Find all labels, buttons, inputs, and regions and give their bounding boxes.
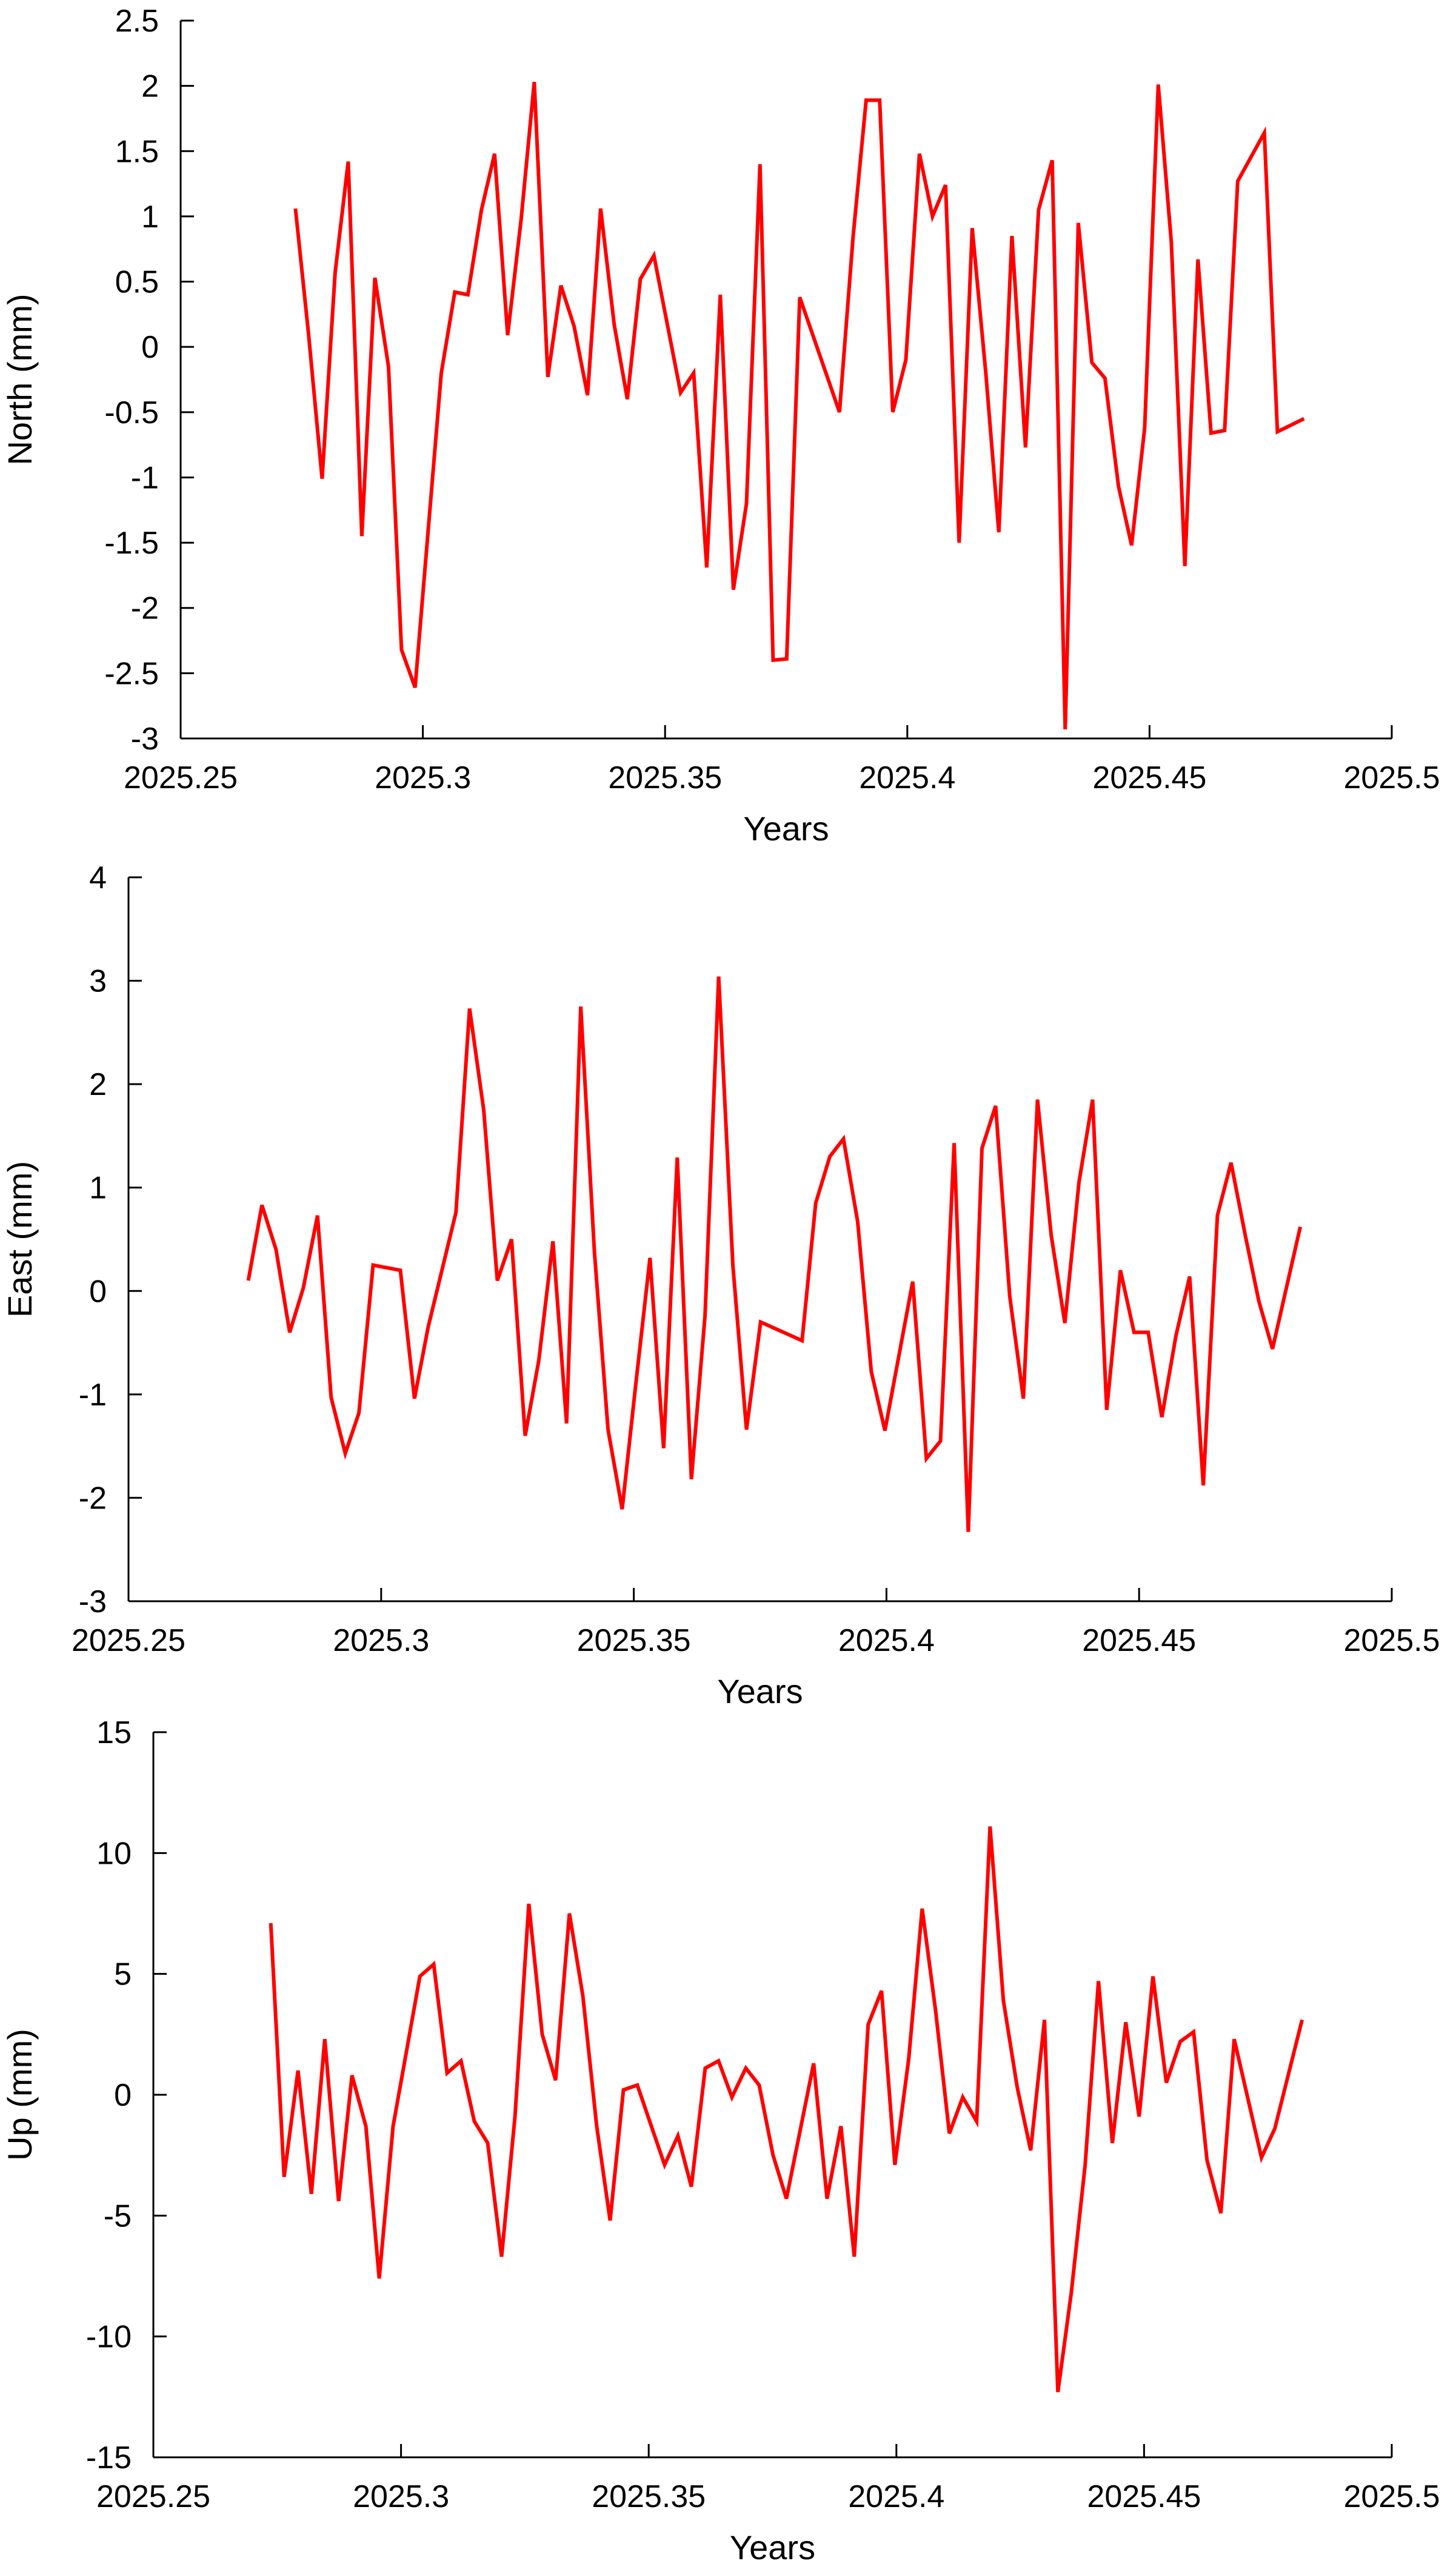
x-tick-label: 2025.35 — [608, 760, 722, 795]
y-axis-title: East (mm) — [1, 1161, 39, 1317]
y-tick-label: 1.5 — [115, 134, 159, 169]
y-tick-label: 0 — [141, 330, 159, 365]
y-axis-title: Up (mm) — [1, 2029, 39, 2161]
x-tick-label: 2025.25 — [124, 760, 238, 795]
chart-panel-2: 2025.25 2025.3 2025.35 2025.4 2025.45 2025.5 -… — [1, 860, 1440, 1710]
x-tick-label: 2025.25 — [72, 1623, 185, 1658]
y-tick-label: 0.5 — [115, 265, 159, 300]
y-tick-label: 1 — [141, 199, 159, 235]
x-tick-label: 2025.25 — [96, 2479, 210, 2514]
y-tick-label: -2 — [79, 1481, 107, 1516]
y-tick-label: 3 — [89, 964, 107, 999]
x-tick-label: 2025.4 — [859, 760, 955, 795]
x-tick-label: 2025.5 — [1343, 2479, 1440, 2514]
y-tick-label: -1 — [79, 1378, 107, 1413]
y-tick-label: 2 — [141, 69, 159, 104]
x-axis-title: Years — [743, 809, 829, 848]
x-tick-label: 2025.4 — [848, 2479, 944, 2514]
x-tick-label: 2025.35 — [577, 1623, 691, 1658]
chart-panel-3: 2025.25 2025.3 2025.35 2025.4 2025.45 2025.5 -… — [1, 1715, 1440, 2561]
y-tick-label: -2.5 — [104, 656, 159, 691]
y-tick-label: -5 — [104, 2198, 132, 2234]
x-tick-label: 2025.45 — [1092, 760, 1206, 795]
y-tick-label: -1 — [131, 460, 159, 495]
series-line-1 — [293, 81, 1305, 729]
y-tick-label: 15 — [96, 1715, 132, 1750]
x-axis-title: Years — [717, 1672, 803, 1710]
x-tick-label: 2025.35 — [592, 2479, 706, 2514]
x-axis-title: Years — [730, 2528, 815, 2561]
y-tick-label: -3 — [79, 1584, 107, 1619]
x-tick-label: 2025.3 — [333, 1623, 429, 1658]
y-tick-label: -15 — [86, 2440, 132, 2476]
y-tick-label: -1.5 — [104, 526, 159, 561]
series-line-1 — [246, 976, 1303, 1532]
y-tick-label: 5 — [114, 1957, 132, 1992]
y-tick-label: 10 — [96, 1836, 132, 1871]
y-tick-label: 2 — [89, 1067, 107, 1102]
x-tick-label: 2025.45 — [1087, 2479, 1201, 2514]
y-tick-label: -10 — [86, 2320, 132, 2355]
y-tick-label: 0 — [114, 2078, 132, 2113]
series-line-1 — [269, 1826, 1304, 2392]
y-tick-label: 1 — [89, 1171, 107, 1206]
x-tick-label: 2025.3 — [375, 760, 471, 795]
x-tick-label: 2025.5 — [1343, 1623, 1440, 1658]
y-tick-label: 0 — [89, 1274, 107, 1309]
y-tick-label: -2 — [131, 591, 159, 626]
y-tick-label: 4 — [89, 860, 107, 896]
chart-panel-1: 2025.25 2025.3 2025.35 2025.4 2025.45 2025.5 -… — [1, 4, 1440, 848]
y-tick-label: -0.5 — [104, 395, 159, 430]
x-tick-label: 2025.4 — [838, 1623, 935, 1658]
y-axis-title: North (mm) — [1, 293, 39, 465]
y-tick-label: -3 — [131, 721, 159, 757]
x-tick-label: 2025.5 — [1343, 760, 1440, 795]
x-tick-label: 2025.45 — [1082, 1623, 1196, 1658]
y-tick-label: 2.5 — [115, 4, 159, 39]
x-tick-label: 2025.3 — [353, 2479, 449, 2514]
